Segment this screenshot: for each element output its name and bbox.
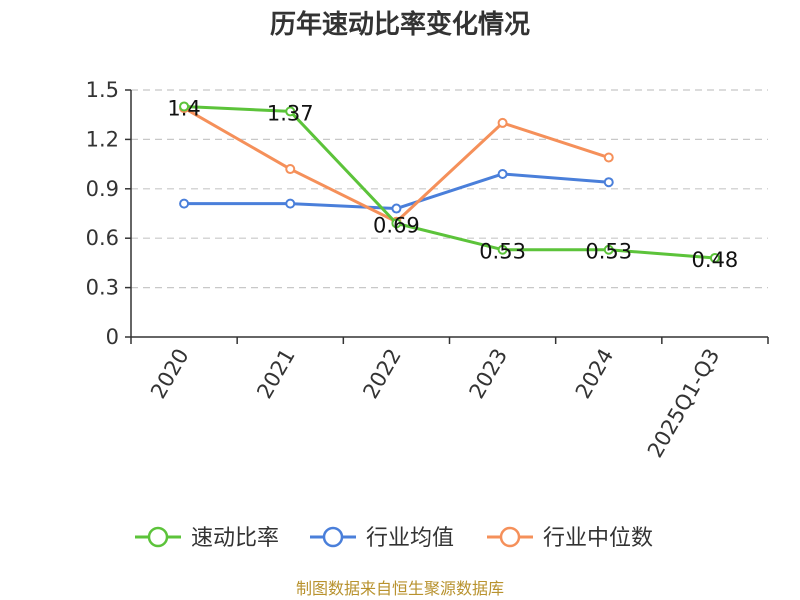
data-point [709, 252, 720, 263]
legend-label: 行业均值 [366, 526, 454, 551]
source-note: 制图数据来自恒生聚源数据库 [296, 579, 504, 598]
x-tick-label: 2025Q1-Q3 [643, 345, 725, 462]
axes: 0 0.3 0.6 0.9 1.2 1.5 2020 2021 2022 2023 2024 2025… [86, 78, 769, 462]
legend-marker [147, 526, 169, 548]
series-line [184, 172, 609, 211]
data-labels: 1.4 1.37 0.69 0.53 0.53 0.48 [167, 96, 738, 271]
data-label: 0.69 [373, 213, 420, 237]
y-tick-label: 1.2 [86, 127, 119, 151]
x-tick-label: 2020 [146, 345, 194, 403]
data-point [497, 168, 508, 179]
legend-label: 速动比率 [191, 526, 279, 551]
y-tick-label: 0.9 [86, 177, 119, 201]
x-tick-label: 2021 [252, 345, 300, 403]
y-tick-label: 0.3 [86, 276, 119, 300]
data-label: 1.4 [167, 96, 200, 120]
data-point [603, 152, 614, 163]
data-point [285, 164, 296, 175]
data-point [391, 203, 402, 214]
x-tick-label: 2024 [571, 345, 619, 403]
data-point [285, 106, 296, 117]
data-label: 0.53 [479, 240, 526, 264]
legend-marker [499, 526, 521, 548]
series-line [184, 104, 716, 260]
y-tick-label: 0.6 [86, 226, 119, 250]
series-layer [179, 101, 720, 263]
data-point [603, 177, 614, 188]
data-point [497, 117, 508, 128]
legend: 速动比率 行业均值 行业中位数 [135, 526, 653, 551]
data-label: 0.53 [585, 240, 632, 264]
data-point [603, 244, 614, 255]
x-tick-label: 2022 [358, 345, 406, 403]
data-point [497, 244, 508, 255]
x-tick-label: 2023 [465, 345, 513, 403]
y-tick-label: 1.5 [86, 78, 119, 102]
data-label: 0.48 [692, 248, 739, 272]
gridlines [131, 89, 768, 289]
legend-marker [322, 526, 344, 548]
data-label: 1.37 [267, 101, 314, 125]
y-tick-label: 0 [106, 325, 119, 349]
data-point [179, 101, 190, 112]
data-point [285, 198, 296, 209]
chart-title: 历年速动比率变化情况 [270, 9, 530, 40]
data-point [391, 218, 402, 229]
legend-label: 行业中位数 [543, 526, 653, 551]
data-point [179, 198, 190, 209]
